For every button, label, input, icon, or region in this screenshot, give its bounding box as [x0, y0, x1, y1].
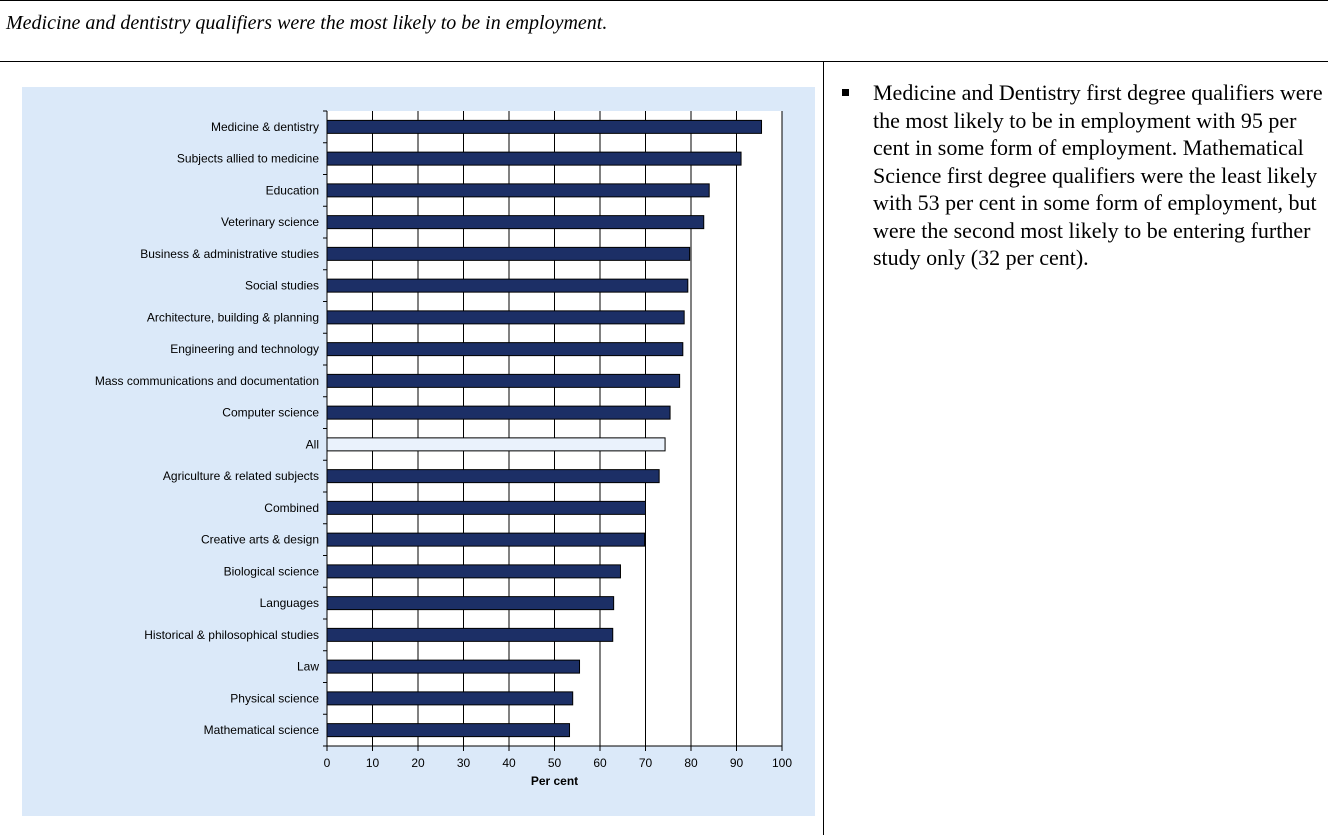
category-label-computer-science: Computer science: [222, 406, 319, 420]
x-tick-label-50: 50: [548, 756, 562, 770]
bar-medicine-dentistry: [326, 119, 763, 134]
x-tick-label-80: 80: [684, 756, 698, 770]
category-label-mathematical-science: Mathematical science: [204, 723, 320, 737]
category-label-medicine-dentistry: Medicine & dentistry: [211, 120, 319, 134]
chart-panel: Medicine & dentistry Subjects allied to m…: [22, 87, 815, 816]
x-tick-label-90: 90: [730, 756, 744, 770]
x-tick-labels: 0 10 20 30 40 50 60 70 80 90 100: [324, 756, 793, 770]
x-tick-label-10: 10: [366, 756, 380, 770]
bar-law: [326, 659, 581, 674]
category-label-combined: Combined: [264, 501, 319, 515]
category-label-mass-communications-and-documentation: Mass communications and documentation: [95, 374, 319, 388]
x-tick-label-40: 40: [502, 756, 516, 770]
bar-education: [326, 183, 710, 198]
category-label-engineering-and-technology: Engineering and technology: [170, 342, 319, 356]
category-label-law: Law: [297, 660, 319, 674]
category-label-all: All: [306, 437, 319, 451]
column-divider: [823, 62, 824, 835]
commentary-text: Medicine and Dentistry first degree qual…: [873, 80, 1323, 270]
bar-engineering-and-technology: [326, 342, 684, 357]
category-label-veterinary-science: Veterinary science: [221, 215, 319, 229]
grid-lines: [327, 111, 783, 746]
category-label-subjects-allied-to-medicine: Subjects allied to medicine: [177, 152, 319, 166]
bar-business-administrative-studies: [326, 246, 691, 261]
x-tick-label-20: 20: [411, 756, 425, 770]
category-label-agriculture-related-subjects: Agriculture & related subjects: [163, 469, 319, 483]
x-tick-label-30: 30: [457, 756, 471, 770]
category-label-biological-science: Biological science: [224, 564, 320, 578]
bar-mathematical-science: [326, 723, 571, 738]
x-tick-label-70: 70: [639, 756, 653, 770]
category-label-architecture-building-planning: Architecture, building & planning: [147, 310, 319, 324]
bar-subjects-allied-to-medicine: [326, 151, 742, 166]
commentary-bullet: Medicine and Dentistry first degree qual…: [838, 79, 1328, 272]
bar-mass-communications-and-documentation: [326, 373, 681, 388]
category-label-historical-philosophical-studies: Historical & philosophical studies: [144, 628, 319, 642]
page-heading: Medicine and dentistry qualifiers were t…: [6, 12, 608, 34]
bar-architecture-building-planning: [326, 310, 685, 325]
axes: [323, 110, 783, 751]
bar-biological-science: [326, 564, 621, 579]
x-tick-label-100: 100: [772, 756, 792, 770]
bar-creative-arts-design: [326, 532, 646, 547]
bar-languages: [326, 596, 615, 611]
category-label-physical-science: Physical science: [230, 691, 319, 705]
employment-bar-chart: Medicine & dentistry Subjects allied to m…: [95, 110, 793, 788]
bar-veterinary-science: [326, 215, 705, 230]
x-tick-label-0: 0: [324, 756, 331, 770]
bar-computer-science: [326, 405, 671, 420]
bar-historical-philosophical-studies: [326, 627, 614, 642]
bar-social-studies: [326, 278, 689, 293]
bar-all: [326, 437, 666, 452]
category-label-languages: Languages: [260, 596, 319, 610]
bar-combined: [326, 500, 646, 515]
bullet-square-icon: [842, 89, 849, 96]
category-label-education: Education: [266, 183, 319, 197]
category-label-business-administrative-studies: Business & administrative studies: [140, 247, 319, 261]
commentary: Medicine and Dentistry first degree qual…: [838, 79, 1328, 272]
top-border: [0, 0, 1328, 1]
x-axis-title: Per cent: [531, 774, 578, 788]
bar-physical-science: [326, 691, 574, 706]
bar-agriculture-related-subjects: [326, 469, 660, 484]
bars: [326, 119, 763, 738]
x-tick-label-60: 60: [593, 756, 607, 770]
category-labels: Medicine & dentistry Subjects allied to m…: [95, 120, 319, 737]
category-label-social-studies: Social studies: [245, 279, 319, 293]
heading-divider: [0, 61, 1328, 62]
category-label-creative-arts-design: Creative arts & design: [201, 533, 319, 547]
